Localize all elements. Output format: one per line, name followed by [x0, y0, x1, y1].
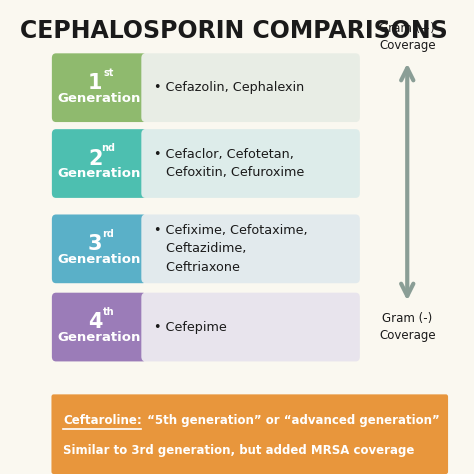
Text: 1: 1	[88, 73, 102, 93]
Text: 4: 4	[88, 312, 102, 332]
Text: 2: 2	[88, 149, 102, 169]
Text: CEPHALOSPORIN COMPARISONS: CEPHALOSPORIN COMPARISONS	[20, 19, 448, 43]
Text: • Cefaclor, Cefotetan,
   Cefoxitin, Cefuroxime: • Cefaclor, Cefotetan, Cefoxitin, Cefuro…	[154, 148, 304, 179]
FancyBboxPatch shape	[141, 214, 360, 283]
Text: 3: 3	[88, 234, 102, 254]
Text: “5th generation” or “advanced generation”: “5th generation” or “advanced generation…	[143, 414, 439, 427]
Text: Generation: Generation	[57, 167, 141, 181]
FancyBboxPatch shape	[141, 53, 360, 122]
Text: Ceftaroline:: Ceftaroline:	[63, 414, 142, 427]
FancyBboxPatch shape	[52, 129, 146, 198]
Text: • Cefepime: • Cefepime	[154, 320, 227, 334]
Text: st: st	[103, 67, 114, 78]
Text: • Cefazolin, Cephalexin: • Cefazolin, Cephalexin	[154, 81, 304, 94]
Text: • Cefixime, Cefotaxime,
   Ceftazidime,
   Ceftriaxone: • Cefixime, Cefotaxime, Ceftazidime, Cef…	[154, 224, 307, 274]
FancyBboxPatch shape	[52, 53, 146, 122]
Text: Gram (+)
Coverage: Gram (+) Coverage	[379, 22, 436, 52]
FancyBboxPatch shape	[52, 214, 146, 283]
Text: th: th	[102, 307, 114, 317]
Text: Generation: Generation	[57, 91, 141, 105]
Text: Gram (-)
Coverage: Gram (-) Coverage	[379, 312, 436, 342]
Text: nd: nd	[101, 143, 115, 154]
FancyBboxPatch shape	[141, 129, 360, 198]
FancyBboxPatch shape	[141, 292, 360, 361]
Text: rd: rd	[102, 228, 114, 239]
FancyBboxPatch shape	[52, 394, 448, 474]
Text: Similar to 3rd generation, but added MRSA coverage: Similar to 3rd generation, but added MRS…	[63, 444, 414, 457]
Text: Generation: Generation	[57, 253, 141, 266]
Text: Generation: Generation	[57, 331, 141, 344]
FancyBboxPatch shape	[52, 292, 146, 361]
